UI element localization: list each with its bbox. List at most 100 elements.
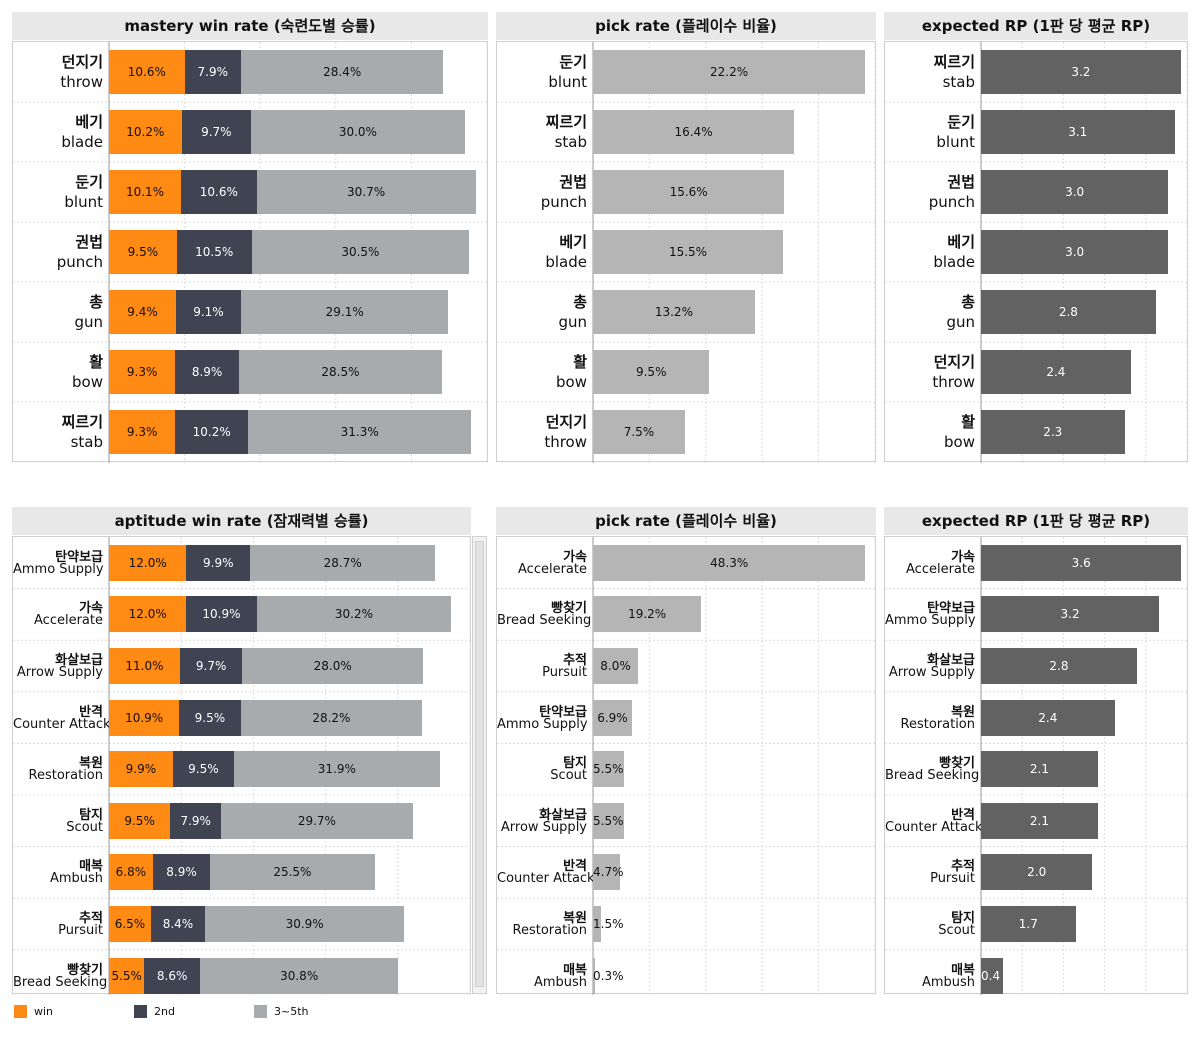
bar-segment-win[interactable]: 9.5% (109, 802, 171, 839)
bar-segment-win[interactable]: 12.0% (109, 544, 187, 581)
bar[interactable]: 2.1 (981, 802, 1098, 839)
bar-segment-win[interactable]: 5.5% (109, 957, 145, 994)
bar-segment-35th[interactable]: 29.1% (240, 290, 449, 334)
bar-segment-win[interactable]: 9.4% (109, 290, 177, 334)
bar[interactable]: 5.5% (593, 802, 625, 839)
bar-segment-35th[interactable]: 30.5% (251, 230, 470, 274)
bar[interactable]: 22.2% (593, 50, 866, 94)
bar[interactable]: 1.5% (593, 906, 624, 942)
bar-segment-win[interactable]: 6.8% (109, 854, 153, 891)
bar[interactable]: 9.5% (593, 350, 710, 394)
bar[interactable]: 3.1 (981, 110, 1175, 154)
bar-segment-35th[interactable]: 28.2% (240, 699, 423, 736)
bar-segment-2nd[interactable]: 8.9% (152, 854, 211, 891)
category-label-ko: 추적 (951, 859, 975, 875)
bar-segment-2nd[interactable]: 10.9% (186, 596, 257, 633)
bar[interactable]: 0.3% (593, 957, 624, 994)
bar-segment-2nd[interactable]: 9.9% (186, 544, 251, 581)
category-label-en: Bread Seeking (885, 768, 980, 784)
bar-segment-win[interactable]: 9.3% (109, 410, 176, 454)
bar[interactable]: 16.4% (593, 110, 795, 154)
category-label-en: Arrow Supply (16, 665, 103, 680)
category-label-en: Counter Attack (497, 871, 595, 887)
bar[interactable]: 2.0 (981, 854, 1093, 891)
bar-segment-win[interactable]: 9.9% (109, 751, 173, 788)
bar-segment-2nd[interactable]: 8.4% (150, 906, 206, 942)
bar-segment-win[interactable]: 9.5% (109, 230, 177, 274)
bar[interactable]: 15.6% (593, 170, 785, 214)
bar[interactable]: 2.8 (981, 648, 1137, 684)
bar[interactable]: 3.0 (981, 170, 1169, 214)
bar[interactable]: 5.5% (593, 751, 625, 788)
scrollbar[interactable] (472, 536, 487, 994)
chart-title: pick rate (플레이수 비율) (496, 12, 876, 40)
bar[interactable]: 15.5% (593, 230, 784, 274)
category-label-ko: 베기 (947, 233, 975, 251)
bar[interactable]: 19.2% (593, 596, 702, 633)
plot-frame: 둔기 blunt 22.2% 찌르기 stab 16.4% 권법 punch 15.6% 베기 bl… (496, 41, 877, 463)
bar-segment-2nd[interactable]: 8.9% (175, 350, 239, 394)
bar-segment-win[interactable]: 12.0% (109, 596, 187, 633)
bar[interactable]: 3.2 (981, 50, 1181, 94)
category-label-en: throw (60, 73, 103, 91)
bar[interactable]: 4.7% (593, 854, 624, 891)
category-label-ko: 매복 (79, 859, 103, 875)
bar[interactable]: 2.4 (981, 699, 1115, 736)
bar-segment-2nd[interactable]: 9.5% (179, 699, 241, 736)
bar[interactable]: 13.2% (593, 290, 755, 334)
bar-segment-35th[interactable]: 28.4% (240, 50, 444, 94)
category-label-ko: 탄약보급 (927, 601, 975, 617)
bar-segment-35th[interactable]: 28.0% (242, 648, 423, 684)
bar-segment-win[interactable]: 6.5% (109, 906, 151, 942)
bar[interactable]: 3.2 (981, 596, 1160, 633)
bar-segment-35th[interactable]: 29.7% (221, 802, 413, 839)
bar-segment-35th[interactable]: 30.8% (199, 957, 399, 994)
bar-segment-win[interactable]: 10.9% (109, 699, 180, 736)
bar[interactable]: 8.0% (593, 648, 639, 684)
bar-segment-35th[interactable]: 30.9% (205, 906, 405, 942)
bar-segment-2nd[interactable]: 9.5% (172, 751, 235, 788)
bar-segment-35th[interactable]: 28.7% (250, 544, 436, 581)
bar-segment-35th[interactable]: 30.0% (250, 110, 465, 154)
bar-segment-2nd[interactable]: 10.6% (181, 170, 257, 214)
bar[interactable]: 0.4 (981, 957, 1004, 994)
bar-segment-35th[interactable]: 31.9% (234, 751, 440, 788)
bar-segment-win[interactable]: 10.2% (109, 110, 182, 154)
category-label-en: blunt (64, 193, 103, 211)
bar-segment-35th[interactable]: 30.7% (256, 170, 476, 214)
bar-segment-2nd[interactable]: 9.7% (181, 110, 251, 154)
bar[interactable]: 2.1 (981, 751, 1098, 788)
bar-segment-35th[interactable]: 28.5% (238, 350, 443, 394)
bar-segment-35th[interactable]: 31.3% (248, 410, 472, 454)
bar[interactable]: 2.4 (981, 350, 1131, 394)
bar-segment-win[interactable]: 10.1% (109, 170, 182, 214)
category-label-en: throw (932, 373, 975, 391)
chart-title: mastery win rate (숙련도별 승률) (12, 12, 488, 40)
bar-segment-win[interactable]: 10.6% (109, 50, 185, 94)
bar-segment-2nd[interactable]: 9.7% (179, 648, 243, 684)
chart-panel: expected RP (1판 당 평균 RP) 가속 Accelerate 3.6 탄… (884, 507, 1189, 995)
bar-segment-2nd[interactable]: 10.5% (176, 230, 252, 274)
bar[interactable]: 2.3 (981, 410, 1125, 454)
chart-panel: pick rate (플레이수 비율) 둔기 blunt 22.2% 찌르기 stab 16… (496, 12, 877, 463)
bar-segment-win[interactable]: 11.0% (109, 648, 180, 684)
category-label-ko: 화살보급 (539, 807, 587, 823)
category-label-ko: 추적 (563, 653, 587, 668)
scrollbar-thumb[interactable] (475, 541, 484, 987)
bar-segment-2nd[interactable]: 9.1% (176, 290, 241, 334)
bar[interactable]: 3.0 (981, 230, 1169, 274)
category-label-en: Ammo Supply (885, 613, 976, 629)
bar[interactable]: 1.7 (981, 906, 1076, 942)
bar[interactable]: 6.9% (593, 699, 632, 736)
bar[interactable]: 2.8 (981, 290, 1156, 334)
bar-segment-2nd[interactable]: 7.9% (184, 50, 241, 94)
bar-segment-2nd[interactable]: 8.6% (144, 957, 200, 994)
bar[interactable]: 48.3% (593, 544, 866, 581)
bar-segment-2nd[interactable]: 7.9% (170, 802, 222, 839)
bar-segment-35th[interactable]: 30.2% (256, 596, 452, 633)
bar-segment-2nd[interactable]: 10.2% (175, 410, 249, 454)
bar[interactable]: 3.6 (981, 544, 1182, 581)
bar-segment-win[interactable]: 9.3% (109, 350, 176, 394)
bar[interactable]: 7.5% (593, 410, 685, 454)
bar-segment-35th[interactable]: 25.5% (210, 854, 375, 891)
